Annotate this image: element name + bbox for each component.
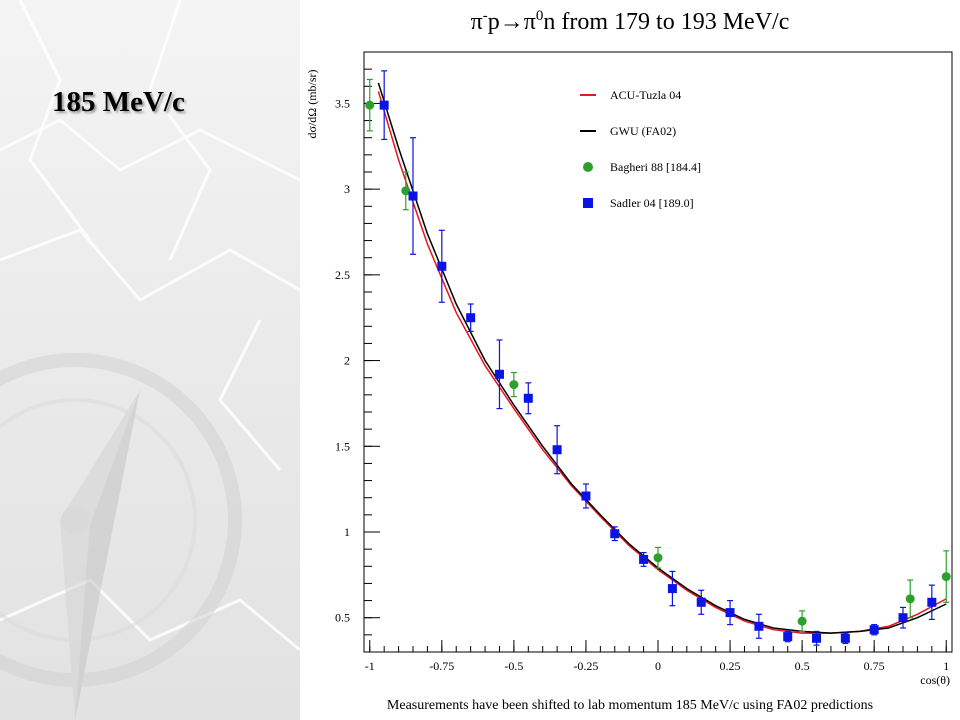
chart-title-p-arrow: p→: [487, 9, 524, 35]
y-tick-label: 1.5: [335, 439, 350, 453]
cross-section-chart: -1 -0.75 -0.5 -0.25 0 0.25 0.5 0.75 1 0.5 1 1.5 2 2.5…: [305, 51, 953, 687]
data-point-circle: [509, 380, 519, 390]
data-point-circle: [941, 572, 951, 582]
data-point-square: [581, 491, 591, 501]
data-point-square: [639, 554, 649, 564]
data-point-square: [840, 633, 850, 643]
data-point-circle: [401, 186, 411, 196]
decorative-background-panel: [0, 0, 300, 720]
chart-title-pi-zero: π: [523, 9, 536, 35]
data-point-circle: [653, 553, 663, 563]
data-point-circle: [365, 100, 375, 110]
compass-watermark-icon: [0, 0, 300, 720]
chart-title-pi: π: [470, 9, 483, 35]
y-tick-label: 1: [344, 525, 350, 539]
legend-label: ACU-Tuzla 04: [610, 88, 681, 102]
x-tick-label: 0.75: [864, 659, 885, 673]
x-tick-label: -0.25: [573, 659, 598, 673]
chart-title: π-p→π0n from 179 to 193 MeV/c: [300, 8, 960, 36]
chart-title-minus: -: [482, 8, 488, 24]
data-point-circle: [905, 594, 915, 604]
data-point-square: [379, 100, 389, 110]
y-tick-label: 0.5: [335, 611, 350, 625]
data-point-square: [610, 529, 620, 539]
data-point-square: [696, 597, 706, 607]
x-tick-label: 0.5: [795, 659, 810, 673]
x-tick-label: -0.75: [429, 659, 454, 673]
y-tick-label: 2: [344, 354, 350, 368]
x-tick-label: -1: [365, 659, 375, 673]
y-axis-label: dσ/dΩ (mb/sr): [305, 69, 319, 138]
x-tick-label: -0.5: [504, 659, 523, 673]
data-point-square: [725, 608, 735, 618]
legend-label: Bagheri 88 [184.4]: [610, 160, 701, 174]
chart-legend: ACU-Tuzla 04 GWU (FA02) Bagheri 88 [184.4]…: [580, 88, 701, 210]
data-point-square: [408, 191, 418, 201]
data-point-square: [494, 369, 504, 379]
x-tick-label: 0: [655, 659, 661, 673]
y-tick-label: 3: [344, 182, 350, 196]
data-point-square: [783, 632, 793, 642]
slide-title: 185 MeV/c: [52, 86, 185, 118]
data-point-square: [869, 625, 879, 635]
x-axis-label: cos(θ): [920, 673, 950, 687]
y-tick-label: 3.5: [335, 96, 350, 110]
chart-title-zero: 0: [535, 8, 544, 24]
data-point-square: [667, 584, 677, 594]
y-tick-label: 2.5: [335, 268, 350, 282]
x-tick-label: 0.25: [720, 659, 741, 673]
data-point-square: [552, 445, 562, 455]
axis-ticks: -1 -0.75 -0.5 -0.25 0 0.25 0.5 0.75 1 0.5 1 1.5 2 2.5…: [335, 68, 949, 673]
data-point-square: [927, 597, 937, 607]
data-point-square: [898, 613, 908, 623]
x-tick-label: 1: [943, 659, 949, 673]
data-point-square: [466, 313, 476, 323]
chart-title-rest: n from 179 to 193 MeV/c: [543, 9, 790, 35]
data-point-square: [812, 633, 822, 643]
legend-label: Sadler 04 [189.0]: [610, 196, 694, 210]
legend-label: GWU (FA02): [610, 124, 676, 138]
data-points: [365, 70, 951, 646]
data-point-square: [523, 393, 533, 403]
data-point-square: [754, 621, 764, 631]
chart-footnote: Measurements have been shifted to lab mo…: [386, 698, 874, 713]
data-point-square: [437, 261, 447, 271]
data-point-circle: [797, 616, 807, 626]
legend-circle-swatch: [583, 162, 593, 172]
legend-square-swatch: [583, 198, 593, 208]
